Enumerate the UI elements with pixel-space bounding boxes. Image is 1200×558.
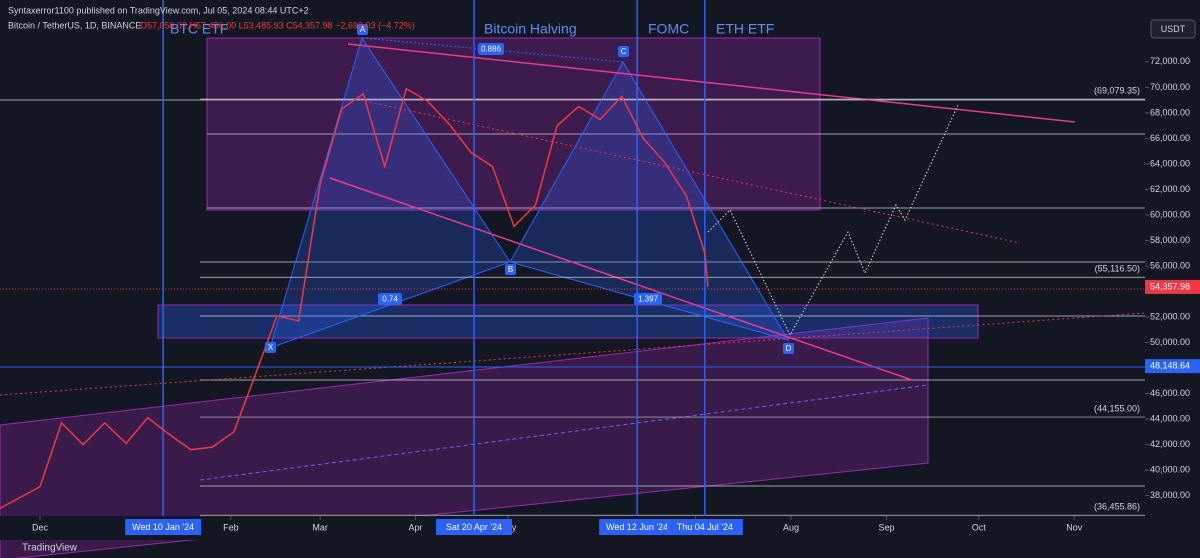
x-tick-label: Mar: [312, 522, 328, 532]
y-tick-label: 50,000.00: [1150, 337, 1190, 347]
date-badge-label: Wed 10 Jan '24: [132, 522, 194, 532]
date-badge: [666, 519, 743, 535]
price-badge: [1145, 279, 1200, 294]
point-badge: [505, 264, 516, 275]
x-tick-label: Aug: [783, 522, 799, 532]
ratio-badge: [378, 293, 402, 305]
event-label: Bitcoin Halving: [484, 21, 577, 37]
date-badge-label: Thu 04 Jul '24: [677, 522, 733, 532]
level-label: (69,079.35): [1094, 86, 1140, 96]
y-tick-label: 66,000.00: [1150, 133, 1190, 143]
point-label: A: [360, 25, 366, 34]
date-badge-label: Wed 12 Jun '24: [606, 522, 668, 532]
date-badge: [436, 519, 513, 535]
footer: TradingView: [22, 543, 78, 554]
price-line: [0, 87, 709, 510]
point-label: D: [786, 344, 792, 353]
y-tick-label: 38,000.00: [1150, 490, 1190, 500]
event-label: FOMC: [648, 21, 689, 37]
ratio-badge: [634, 293, 662, 305]
ratio-label: 0.886: [481, 45, 502, 54]
pattern-points: X A B C D 0.886 0.74 1.397: [265, 24, 794, 354]
y-tick-label: 56,000.00: [1150, 260, 1190, 270]
point-label: X: [268, 343, 274, 352]
y-tick-label: 42,000.00: [1150, 439, 1190, 449]
y-tick-label: 64,000.00: [1150, 158, 1190, 168]
event-label: BTC ETF: [170, 21, 228, 37]
y-tick-label: 52,000.00: [1150, 311, 1190, 321]
point-badge: [783, 343, 794, 354]
y-tick-label: 70,000.00: [1150, 82, 1190, 92]
x-tick-label: Dec: [32, 522, 49, 532]
y-tick-label: 60,000.00: [1150, 209, 1190, 219]
y-tick-label: 46,000.00: [1150, 388, 1190, 398]
date-badge: [599, 519, 676, 535]
price-badge: [1145, 359, 1200, 374]
level-label: (44,155.00): [1094, 403, 1140, 413]
x-tick-label: Apr: [409, 522, 423, 532]
point-badge: [618, 46, 629, 57]
date-badge: [125, 519, 202, 535]
y-tick-label: 62,000.00: [1150, 184, 1190, 194]
published: Syntaxerror1100 published on TradingView…: [8, 5, 309, 15]
trend-dotted: [0, 312, 1146, 396]
plot: [0, 0, 1145, 516]
y-tick-label: 72,000.00: [1150, 56, 1190, 66]
ratio-label: 0.74: [382, 295, 398, 304]
trendline-lower: [329, 177, 913, 381]
price-badge-label: 48,148.64: [1150, 361, 1190, 371]
level-label: (55,116.50): [1095, 264, 1140, 274]
x-tick-label: Feb: [223, 522, 239, 532]
x-tick-label: Oct: [972, 522, 987, 532]
channel: [0, 317, 929, 558]
price-axis: [1145, 0, 1200, 516]
trendline-upper: [347, 43, 1076, 123]
range-box: [206, 37, 821, 211]
point-badge: [265, 342, 276, 353]
x-tick-label: Sep: [878, 522, 894, 532]
currency: USDT: [1161, 24, 1186, 34]
ratio-badge: [478, 43, 504, 55]
date-badge-label: Sat 20 Apr '24: [446, 522, 502, 532]
x-tick-label: Nov: [1066, 522, 1083, 532]
y-tick-label: 68,000.00: [1150, 107, 1190, 117]
event-label: ETH ETF: [716, 21, 774, 37]
y-tick-label: 58,000.00: [1150, 235, 1190, 245]
currency-box: [1150, 19, 1196, 39]
point-label: C: [621, 47, 627, 56]
point-badge: [357, 24, 368, 35]
ratio-label: 1.397: [638, 295, 659, 304]
y-tick-label: 44,000.00: [1150, 413, 1190, 423]
ratio-line: [269, 261, 511, 349]
price-badge-label: 54,357.98: [1150, 281, 1190, 291]
symbol: Bitcoin / TetherUS, 1D, BINANCE: [8, 20, 141, 30]
support-box: [157, 304, 979, 339]
ohlc: O57,050.02 H57,486.00 L53,485.93 C54,357…: [140, 20, 415, 30]
channel-mid: [199, 384, 929, 481]
y-tick-label: 40,000.00: [1150, 464, 1190, 474]
level-label: (36,455.86): [1094, 502, 1140, 512]
point-label: B: [508, 265, 513, 274]
